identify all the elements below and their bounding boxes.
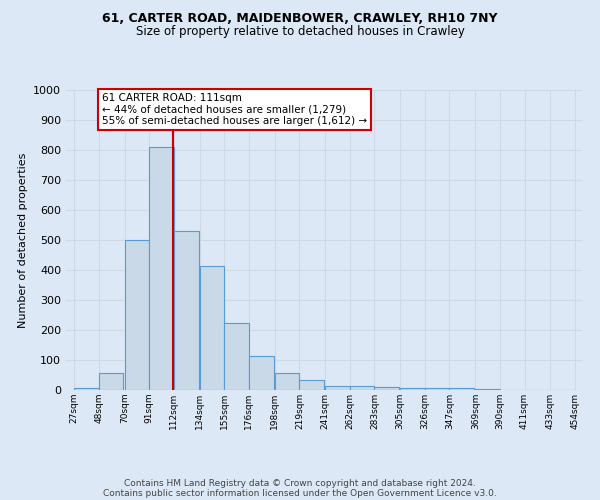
Bar bbox=[174, 231, 199, 390]
Bar bbox=[400, 388, 425, 390]
Bar bbox=[299, 380, 324, 390]
Text: 61, CARTER ROAD, MAIDENBOWER, CRAWLEY, RH10 7NY: 61, CARTER ROAD, MAIDENBOWER, CRAWLEY, R… bbox=[102, 12, 498, 26]
Bar bbox=[200, 266, 224, 390]
Bar bbox=[325, 386, 350, 390]
Bar bbox=[224, 322, 249, 390]
Text: Contains public sector information licensed under the Open Government Licence v3: Contains public sector information licen… bbox=[103, 488, 497, 498]
Bar bbox=[149, 147, 174, 390]
Bar bbox=[475, 388, 500, 390]
Bar bbox=[99, 373, 124, 390]
Bar bbox=[275, 373, 299, 390]
Bar bbox=[374, 387, 399, 390]
Y-axis label: Number of detached properties: Number of detached properties bbox=[17, 152, 28, 328]
Bar bbox=[449, 388, 474, 390]
Text: Size of property relative to detached houses in Crawley: Size of property relative to detached ho… bbox=[136, 25, 464, 38]
Bar bbox=[74, 388, 99, 390]
Text: Contains HM Land Registry data © Crown copyright and database right 2024.: Contains HM Land Registry data © Crown c… bbox=[124, 478, 476, 488]
Text: 61 CARTER ROAD: 111sqm
← 44% of detached houses are smaller (1,279)
55% of semi-: 61 CARTER ROAD: 111sqm ← 44% of detached… bbox=[102, 93, 367, 126]
Bar bbox=[125, 240, 149, 390]
Bar bbox=[249, 356, 274, 390]
Bar bbox=[350, 386, 374, 390]
Bar bbox=[425, 388, 449, 390]
